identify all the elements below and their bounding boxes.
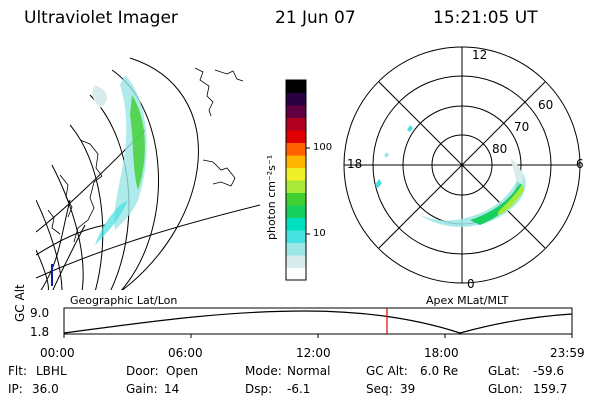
glon-value: 159.7 [533, 382, 568, 396]
geographic-caption: Geographic Lat/Lon [70, 294, 178, 307]
colorbar-tick-10: 10 [313, 228, 326, 239]
glon-key: GLon: [488, 382, 523, 396]
timeline-frame [63, 307, 573, 335]
flt-key: Flt: [8, 364, 27, 378]
instrument-title: Ultraviolet Imager [24, 8, 178, 28]
colorbar-cell [286, 155, 306, 168]
mlt-label-18: 18 [347, 157, 363, 171]
grid-arc [51, 164, 84, 290]
colorbar-cell [286, 105, 306, 118]
altitude-axis-title: GC Alt [13, 284, 27, 322]
time-tick-0000: 00:00 [40, 346, 75, 360]
mlt-label-0: 0 [467, 277, 475, 291]
colorbar-cell [286, 205, 306, 218]
door-key: Door: [126, 364, 159, 378]
ip-value: 36.0 [32, 382, 59, 396]
altitude-curve [63, 310, 573, 334]
time-tick-1200: 12:00 [296, 346, 331, 360]
ip-key: IP: [8, 382, 23, 396]
door-value: Open [166, 364, 199, 378]
dsp-key: Dsp: [245, 382, 273, 396]
altitude-tick-high: 9.0 [30, 306, 50, 320]
colorbar-cell [286, 180, 306, 193]
gain-value: 14 [164, 382, 180, 396]
mode-value: Normal [287, 364, 331, 378]
grid-line [36, 204, 261, 279]
mode-key: Mode: [245, 364, 282, 378]
grid-arc [69, 124, 104, 290]
colorbar-tick-100: 100 [313, 142, 333, 153]
coastline [202, 159, 236, 187]
colorbar-cell [286, 130, 306, 143]
seq-value: 39 [400, 382, 416, 396]
seq-key: Seq: [366, 382, 393, 396]
colorbar-cell [286, 267, 306, 281]
lat-label-80: 80 [492, 142, 508, 156]
apex-caption: Apex MLat/MLT [426, 294, 509, 307]
colorbar-cell [286, 117, 306, 131]
map-marker [51, 264, 53, 286]
colorbar-cell [286, 80, 306, 93]
colorbar-cell [286, 242, 306, 256]
grid-line [36, 224, 106, 256]
glat-value: -59.6 [533, 364, 565, 378]
coastline [214, 69, 244, 82]
coastline [59, 174, 73, 218]
coastline [194, 67, 214, 117]
dsp-value: -6.1 [287, 382, 311, 396]
mlt-label-6: 6 [576, 157, 584, 171]
grid-line [40, 199, 71, 290]
colorbar-cell [286, 92, 306, 106]
time-tick-1800: 18:00 [424, 346, 459, 360]
mlt-label-12: 12 [472, 48, 488, 62]
gain-key: Gain: [126, 382, 158, 396]
polar-diagonal [378, 81, 546, 249]
colorbar-cell [286, 142, 306, 156]
colorbar-cell [286, 192, 306, 206]
gc-alt-value: 6.0 Re [420, 364, 459, 378]
coastline [47, 209, 61, 235]
flt-value: LBHL [36, 364, 67, 378]
polar-aurora [375, 125, 526, 227]
glat-key: GLat: [488, 364, 521, 378]
time-tick-0600: 06:00 [168, 346, 203, 360]
time-label: 15:21:05 UT [433, 8, 538, 28]
grid-arc [36, 249, 49, 290]
date-label: 21 Jun 07 [275, 8, 356, 28]
gc-alt-key: GC Alt: [366, 364, 408, 378]
altitude-tick-low: 1.8 [30, 325, 50, 339]
lat-label-70: 70 [514, 120, 530, 134]
map-aurora [92, 75, 147, 245]
colorbar-cell [286, 217, 306, 231]
colorbar-cell [286, 255, 306, 268]
coastline [73, 139, 103, 243]
earth-limb [121, 57, 199, 290]
colorbar-cell [286, 167, 306, 181]
colorbar-cell [286, 230, 306, 243]
lat-label-60: 60 [538, 98, 554, 112]
time-tick-2359: 23:59 [550, 346, 585, 360]
grid-arc [36, 199, 63, 290]
